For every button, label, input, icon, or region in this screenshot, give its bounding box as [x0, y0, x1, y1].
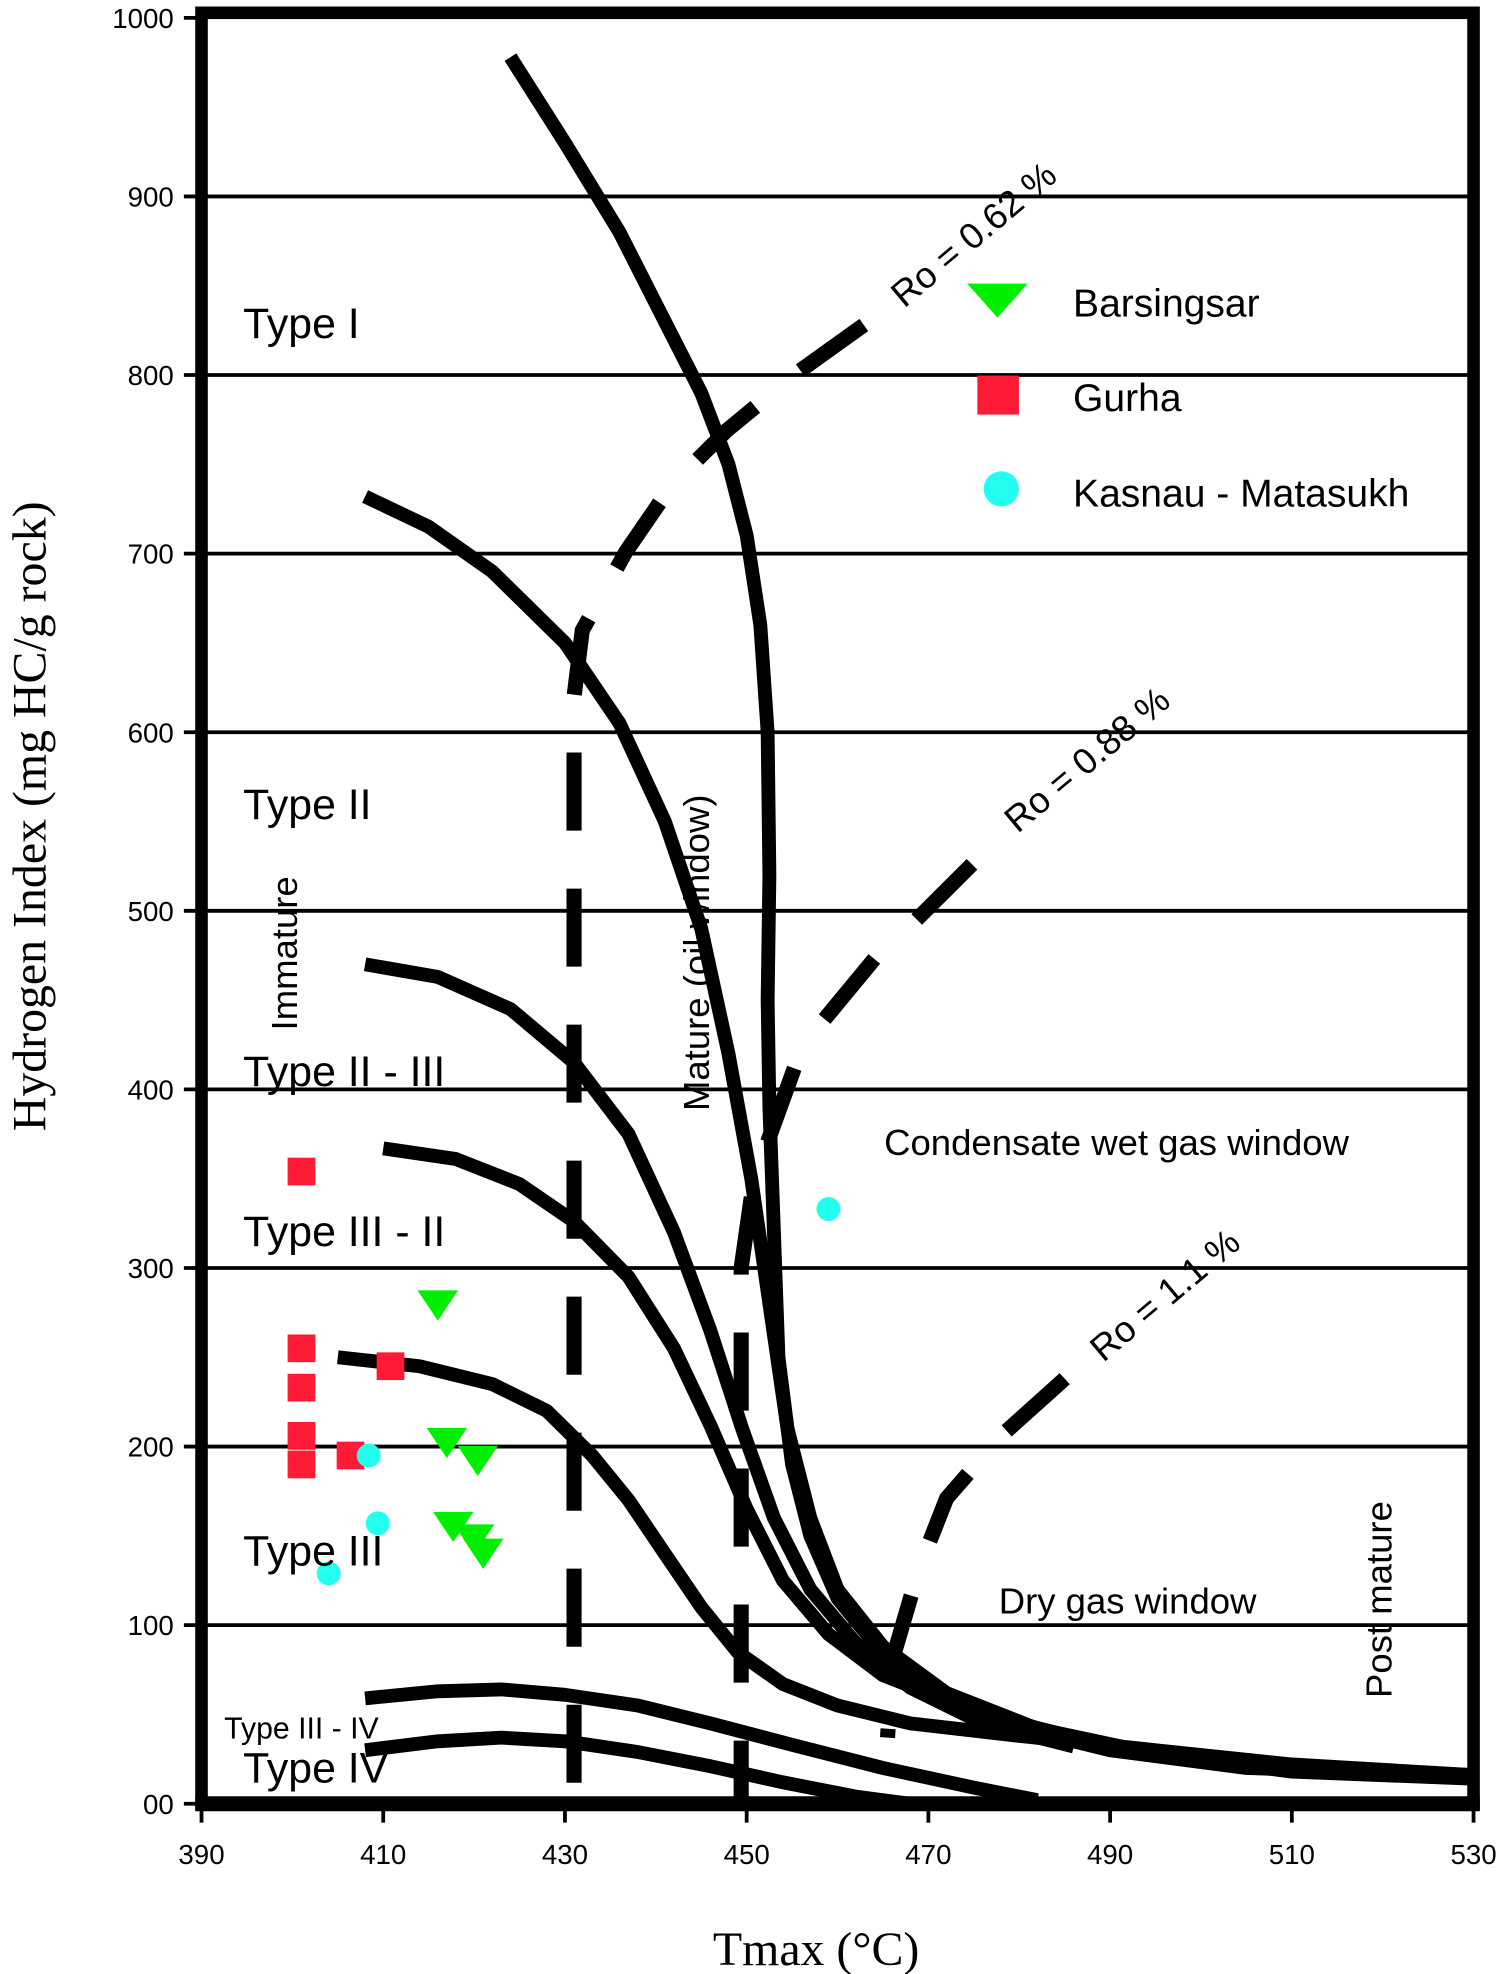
kerogen-curve-type-iii-iv — [364, 1682, 1039, 1808]
maturity-lines — [566, 318, 1070, 1804]
x-ticks: 390 410 430 450 470 490 510 530 — [178, 1803, 1497, 1870]
point-barsingsar — [463, 1538, 504, 1569]
kerogen-curve-type-i — [504, 53, 1474, 1783]
point-barsingsar — [433, 1511, 474, 1543]
label-type-i: Type I — [243, 300, 360, 348]
y-tick-label: 500 — [128, 896, 174, 927]
maturity-line-0-62 — [566, 318, 869, 1804]
legend: Barsingsar Gurha Kasnau - Matasukh — [967, 282, 1409, 516]
kerogen-curves — [337, 53, 1474, 1811]
label-type-ii-iii: Type II - III — [243, 1048, 445, 1096]
legend-label-gurha: Gurha — [1073, 377, 1182, 420]
y-tick-label: 300 — [128, 1253, 174, 1284]
point-kasnau-matasukh — [316, 1561, 341, 1586]
point-kasnau-matasukh — [816, 1197, 841, 1222]
y-tick-label: 1000 — [112, 3, 174, 34]
x-tick-label: 390 — [178, 1839, 224, 1870]
gridlines — [201, 194, 1474, 1628]
label-post-mature: Post mature — [1359, 1501, 1400, 1698]
label-ro-11: Ro = 1.1 % — [1082, 1221, 1248, 1369]
point-kasnau-matasukh — [356, 1443, 381, 1468]
point-barsingsar — [426, 1427, 467, 1459]
x-tick-label: 470 — [905, 1839, 951, 1870]
label-type-iv: Type IV — [243, 1744, 389, 1792]
label-type-iii-iv: Type III - IV — [224, 1712, 379, 1745]
point-gurha — [287, 1450, 316, 1479]
label-condensate: Condensate wet gas window — [884, 1122, 1349, 1163]
y-tick-label: 00 — [143, 1789, 174, 1820]
point-gurha — [287, 1334, 316, 1363]
label-ro-088: Ro = 0.88 % — [996, 679, 1177, 840]
y-tick-label: 700 — [128, 539, 174, 570]
label-dry-gas: Dry gas window — [999, 1581, 1257, 1622]
label-immature: Immature — [264, 876, 305, 1030]
data-points — [287, 1157, 841, 1586]
x-tick-label: 450 — [724, 1839, 770, 1870]
point-barsingsar — [417, 1290, 458, 1321]
label-type-iii-ii: Type III - II — [243, 1208, 445, 1256]
legend-label-barsingsar: Barsingsar — [1073, 282, 1260, 325]
point-gurha — [287, 1373, 316, 1402]
kerogen-curve-type-iii — [337, 1350, 1474, 1783]
point-barsingsar — [457, 1445, 498, 1476]
y-ticks: 00 100 200 300 400 500 600 700 800 900 1000 — [112, 3, 202, 1820]
y-tick-label: 200 — [128, 1432, 174, 1463]
point-gurha — [376, 1352, 405, 1381]
y-axis-title: Hydrogen Index (mg HC/g rock) — [3, 501, 56, 1131]
plot-frame — [195, 6, 1480, 1811]
kerogen-curve-type-iv — [364, 1730, 912, 1811]
point-kasnau-matasukh — [365, 1511, 390, 1536]
x-tick-label: 430 — [542, 1839, 588, 1870]
label-type-ii: Type II — [243, 781, 372, 829]
x-tick-label: 490 — [1087, 1839, 1133, 1870]
legend-label-kasnau: Kasnau - Matasukh — [1073, 473, 1409, 516]
legend-marker-barsingsar — [967, 283, 1028, 318]
maturity-line-1-1 — [879, 1373, 1070, 1739]
point-gurha — [287, 1157, 316, 1186]
y-tick-label: 800 — [128, 360, 174, 391]
label-mature: Mature (oil window) — [676, 794, 717, 1111]
legend-marker-gurha — [977, 375, 1019, 415]
maturity-line-0-88 — [733, 858, 978, 1804]
x-axis-title: Tmax (°C) — [713, 1923, 919, 1974]
y-tick-label: 600 — [128, 717, 174, 748]
x-tick-label: 530 — [1450, 1839, 1496, 1870]
x-tick-label: 510 — [1269, 1839, 1315, 1870]
legend-marker-kasnau — [983, 471, 1019, 507]
y-tick-label: 400 — [128, 1074, 174, 1105]
point-gurha — [287, 1422, 316, 1450]
x-tick-label: 410 — [360, 1839, 406, 1870]
y-tick-label: 900 — [128, 182, 174, 213]
label-type-iii: Type III — [243, 1528, 383, 1576]
y-tick-label: 100 — [128, 1610, 174, 1641]
